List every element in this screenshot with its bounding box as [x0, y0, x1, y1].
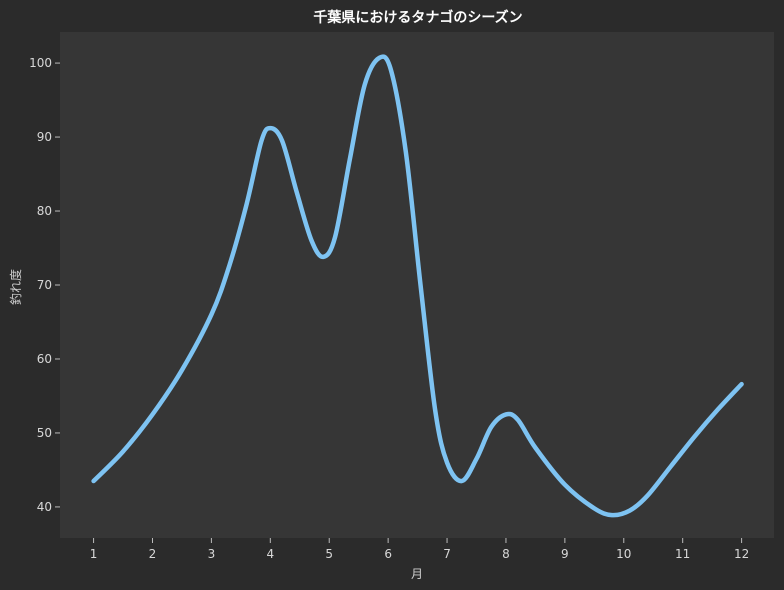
- series-line: [91, 54, 744, 518]
- x-tick-label: 9: [561, 547, 569, 561]
- x-tick-label: 10: [616, 547, 631, 561]
- x-axis: 1 2 3 4 5 6 7 8 9 10 11 12: [90, 538, 749, 561]
- x-tick-label: 11: [675, 547, 690, 561]
- x-tick-label: 8: [502, 547, 510, 561]
- y-tick-label: 70: [37, 278, 52, 292]
- y-tick-label: 40: [37, 500, 52, 514]
- x-tick-label: 7: [443, 547, 451, 561]
- x-tick-label: 4: [266, 547, 274, 561]
- x-tick-label: 5: [325, 547, 333, 561]
- y-tick-label: 100: [29, 56, 52, 70]
- x-tick-label: 12: [734, 547, 749, 561]
- y-tick-label: 60: [37, 352, 52, 366]
- x-tick-label: 3: [208, 547, 216, 561]
- x-tick-label: 2: [149, 547, 157, 561]
- x-tick-label: 6: [384, 547, 392, 561]
- chart-title: 千葉県におけるタナゴのシーズン: [313, 9, 522, 26]
- x-axis-label: 月: [411, 567, 423, 581]
- plot-area: [60, 32, 774, 538]
- y-tick-label: 90: [37, 130, 52, 144]
- y-tick-label: 50: [37, 426, 52, 440]
- y-axis: 40 50 60 70 80 90 100: [29, 56, 60, 514]
- x-tick-label: 1: [90, 547, 98, 561]
- y-axis-label: 釣れ度: [8, 269, 23, 305]
- y-tick-label: 80: [37, 204, 52, 218]
- series-layer: [91, 54, 744, 518]
